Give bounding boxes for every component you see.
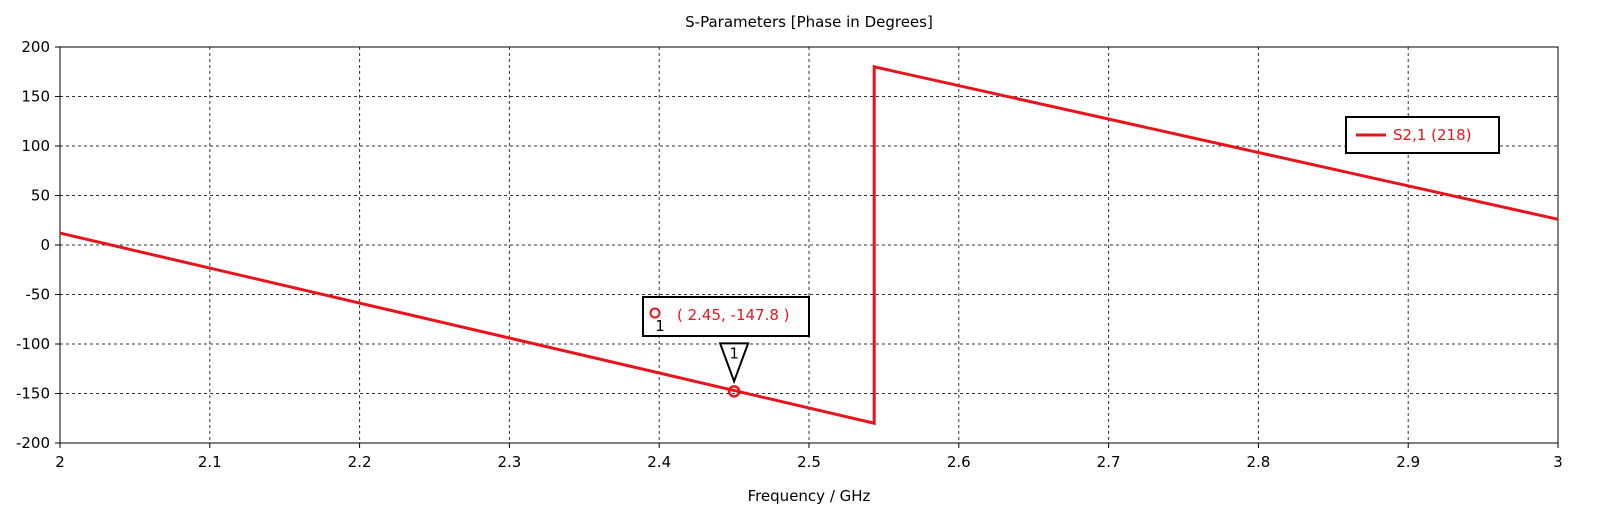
marker-annotation-box xyxy=(642,296,810,337)
y-tick-label: 50 xyxy=(31,187,50,205)
series-line-s21 xyxy=(59,64,1559,426)
x-tick-label: 2.3 xyxy=(497,453,521,471)
marker-annotation-icon xyxy=(649,307,661,319)
marker-pointer-id: 1 xyxy=(729,344,739,362)
y-tick-label: -50 xyxy=(26,286,51,304)
x-tick-label: 2.8 xyxy=(1246,453,1270,471)
y-tick-label: 100 xyxy=(21,137,50,155)
legend-entry-label: S2,1 (218) xyxy=(1393,126,1471,144)
marker-layer: 1 1 ( 2.45, -147.8 ) xyxy=(642,296,810,398)
marker-annotation-label: ( 2.45, -147.8 ) xyxy=(677,306,790,324)
y-tick-label: 150 xyxy=(21,88,50,106)
y-tick-label: -150 xyxy=(16,385,50,403)
series-layer xyxy=(59,64,1559,426)
x-tick-label: 2.1 xyxy=(198,453,222,471)
y-tick-label: 200 xyxy=(21,38,50,56)
x-tick-label: 2.9 xyxy=(1396,453,1420,471)
x-tick-label: 2.7 xyxy=(1097,453,1121,471)
x-tick-label: 2 xyxy=(55,453,65,471)
x-tick-label: 3 xyxy=(1553,453,1563,471)
x-tick-label: 2.6 xyxy=(947,453,971,471)
marker-point xyxy=(727,385,741,398)
marker-pointer-icon xyxy=(718,342,750,385)
legend[interactable]: S2,1 (218) xyxy=(1345,116,1500,154)
x-axis-title: Frequency / GHz xyxy=(748,487,871,505)
y-tick-label: 0 xyxy=(40,236,50,254)
y-tick-label: -100 xyxy=(16,335,50,353)
y-tick-label: -200 xyxy=(16,434,50,452)
grid-lines xyxy=(60,47,1558,443)
x-tick-label: 2.2 xyxy=(348,453,372,471)
marker-annotation-id: 1 xyxy=(655,317,665,335)
chart-title: S-Parameters [Phase in Degrees] xyxy=(685,13,933,31)
x-tick-label: 2.4 xyxy=(647,453,671,471)
axis-ticks: 2 2.1 2.2 2.3 2.4 2.5 2.6 2.7 2.8 2.9 3 200 150 100 50… xyxy=(16,38,1563,471)
x-tick-label: 2.5 xyxy=(797,453,821,471)
